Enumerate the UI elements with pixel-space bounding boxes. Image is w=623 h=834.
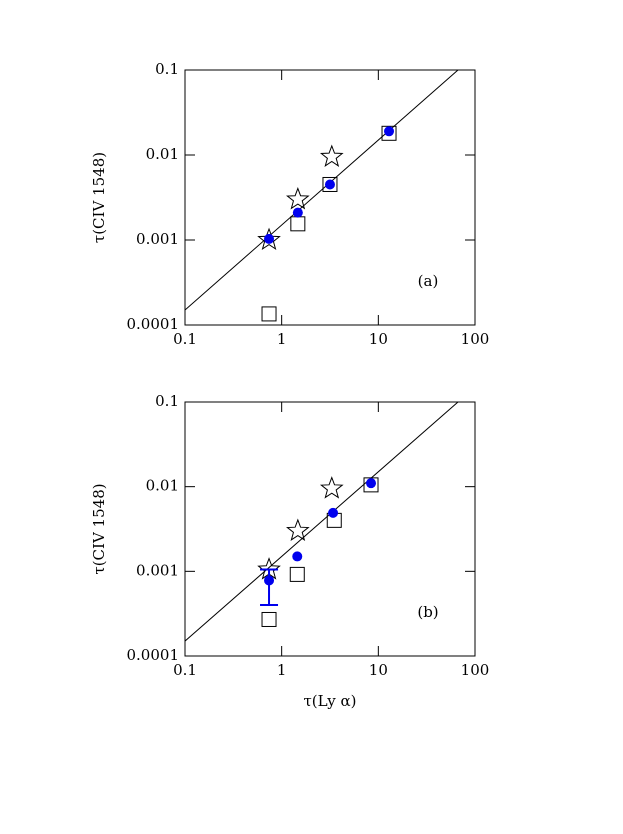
square-marker xyxy=(261,306,277,322)
x-tick-label: 100 xyxy=(461,330,490,348)
square-marker xyxy=(289,566,305,582)
y-tick-label: 0.0001 xyxy=(127,315,180,333)
x-tick-label: 1 xyxy=(277,661,287,679)
fit-line xyxy=(185,402,459,642)
x-tick-label: 10 xyxy=(369,661,388,679)
x-tick-label: 0.1 xyxy=(173,330,197,348)
square-marker xyxy=(363,477,379,493)
x-tick-label: 10 xyxy=(369,330,388,348)
y-axis-label: τ(CIV 1548) xyxy=(90,152,108,243)
square-marker xyxy=(261,611,277,627)
square-marker xyxy=(322,176,338,192)
star-marker xyxy=(286,518,310,541)
circle-marker xyxy=(264,233,275,244)
circle-marker xyxy=(292,551,303,562)
plot-frame xyxy=(184,401,476,657)
error-bar xyxy=(260,568,279,607)
star-marker xyxy=(257,227,281,251)
x-axis-label: τ(Ly α) xyxy=(303,692,356,710)
circle-marker xyxy=(324,179,335,190)
x-tick-label: 0.1 xyxy=(173,661,197,679)
y-tick-label: 0.1 xyxy=(155,392,179,410)
x-tick-label: 100 xyxy=(461,661,490,679)
square-marker xyxy=(381,125,397,141)
plot-frame xyxy=(184,69,476,326)
y-tick-label: 0.1 xyxy=(155,60,179,78)
y-tick-label: 0.001 xyxy=(136,230,179,248)
circle-marker xyxy=(328,507,339,518)
circle-marker xyxy=(292,207,303,218)
y-tick-label: 0.01 xyxy=(146,145,179,163)
y-tick-label: 0.0001 xyxy=(127,646,180,664)
y-tick-label: 0.01 xyxy=(146,477,179,495)
y-axis-label: τ(CIV 1548) xyxy=(90,483,108,574)
y-tick-label: 0.001 xyxy=(136,561,179,579)
star-marker xyxy=(286,187,310,210)
panel-label: (b) xyxy=(417,603,438,621)
star-marker xyxy=(319,144,344,167)
fit-line xyxy=(185,70,459,311)
x-tick-label: 1 xyxy=(277,330,287,348)
panel-label: (a) xyxy=(418,272,439,290)
star-marker xyxy=(319,476,344,499)
circle-marker xyxy=(366,478,377,489)
circle-marker xyxy=(384,126,395,137)
square-marker xyxy=(290,216,306,232)
